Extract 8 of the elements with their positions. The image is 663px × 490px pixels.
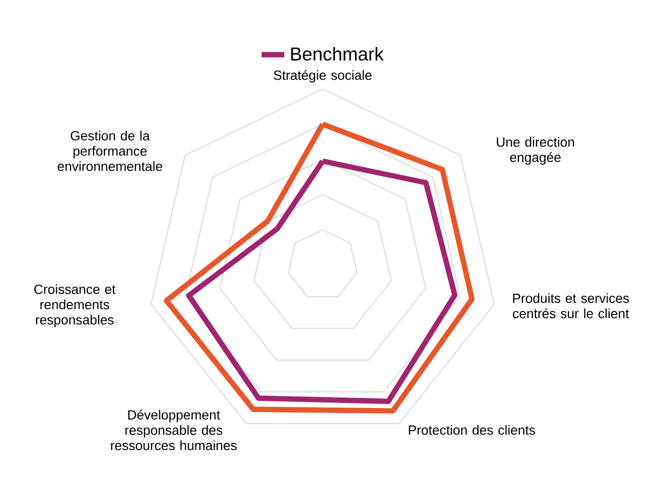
spoke-label: Croissance et rendements responsables [34, 284, 116, 328]
legend-label: Benchmark [291, 46, 384, 61]
spoke-label: Développement responsable des ressources humaines [111, 410, 237, 450]
spoke-label: Produits et services centrés sur le client [512, 293, 629, 318]
spoke-label: Protection des clients [408, 425, 536, 435]
spoke-label: Une direction engagée [496, 137, 574, 165]
spoke-label: Stratégie sociale [274, 70, 372, 83]
spoke-label: Gestion de la performance environnementale [58, 130, 162, 172]
